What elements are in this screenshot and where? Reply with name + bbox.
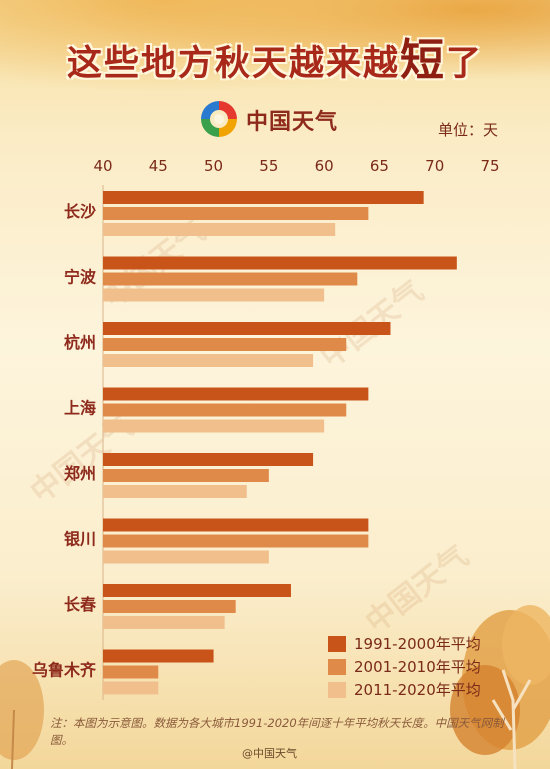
category-label: 乌鲁木齐 bbox=[32, 661, 97, 680]
autumn-tree-illustration bbox=[0, 660, 44, 769]
bar bbox=[103, 354, 314, 367]
x-tick-label: 40 bbox=[93, 157, 112, 175]
legend-label: 2011-2020年平均 bbox=[354, 681, 481, 699]
legend-swatch bbox=[328, 636, 346, 652]
page-title: 这些地方秋天越来越短了 bbox=[0, 24, 550, 88]
bar bbox=[103, 223, 336, 236]
bar bbox=[103, 600, 236, 613]
legend-label: 2001-2010年平均 bbox=[354, 658, 481, 676]
weibo-handle: @中国天气 bbox=[242, 747, 297, 760]
x-tick-label: 45 bbox=[149, 157, 168, 175]
category-label: 长春 bbox=[64, 595, 97, 614]
bar bbox=[103, 665, 159, 679]
bar bbox=[103, 469, 269, 482]
x-tick-label: 50 bbox=[204, 157, 223, 175]
category-label: 银川 bbox=[64, 530, 96, 549]
legend-swatch bbox=[328, 682, 346, 698]
bar bbox=[103, 191, 424, 204]
title-main: 这些地方秋天越来越 bbox=[66, 44, 400, 84]
unit-label: 单位：天 bbox=[437, 121, 498, 139]
bar bbox=[103, 419, 325, 433]
bar bbox=[103, 403, 347, 417]
brand-name: 中国天气 bbox=[246, 110, 339, 135]
bar bbox=[103, 518, 369, 532]
footnote: 注：本图为示意图。数据为各大城市1991-2020年间逐十年平均秋天长度。中国天… bbox=[50, 716, 504, 747]
autumn-tree-illustration bbox=[450, 605, 550, 769]
bar bbox=[103, 322, 391, 335]
bar bbox=[103, 584, 291, 597]
category-label: 上海 bbox=[64, 399, 96, 418]
bar bbox=[103, 616, 225, 629]
bar bbox=[103, 649, 214, 663]
bar bbox=[103, 681, 159, 695]
weather-logo-icon bbox=[201, 101, 237, 137]
legend-item: 2001-2010年平均 bbox=[328, 656, 528, 676]
x-tick-label: 60 bbox=[315, 157, 334, 175]
bar bbox=[103, 550, 269, 564]
title-tail: 了 bbox=[446, 44, 484, 84]
bar bbox=[103, 256, 457, 270]
bar bbox=[103, 534, 369, 548]
x-tick-label: 55 bbox=[259, 157, 278, 175]
bar bbox=[103, 288, 325, 302]
bar bbox=[103, 387, 369, 401]
category-label: 郑州 bbox=[64, 464, 96, 483]
legend-item: 1991-2000年平均 bbox=[328, 633, 528, 653]
bar bbox=[103, 453, 314, 466]
legend-item: 2011-2020年平均 bbox=[328, 679, 528, 699]
category-label: 宁波 bbox=[64, 268, 97, 287]
title-emphasis: 短 bbox=[400, 35, 446, 86]
bar bbox=[103, 207, 369, 220]
bar bbox=[103, 485, 247, 498]
category-label: 长沙 bbox=[64, 202, 96, 221]
bar bbox=[103, 338, 347, 351]
x-tick-label: 75 bbox=[480, 157, 499, 175]
x-tick-label: 65 bbox=[370, 157, 389, 175]
legend-swatch bbox=[328, 659, 346, 675]
legend-label: 1991-2000年平均 bbox=[354, 635, 481, 653]
category-label: 杭州 bbox=[64, 333, 96, 352]
bar bbox=[103, 272, 358, 286]
title-background bbox=[0, 0, 550, 92]
x-tick-label: 70 bbox=[425, 157, 444, 175]
